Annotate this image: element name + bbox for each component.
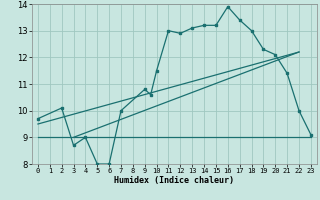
X-axis label: Humidex (Indice chaleur): Humidex (Indice chaleur)	[115, 176, 234, 185]
